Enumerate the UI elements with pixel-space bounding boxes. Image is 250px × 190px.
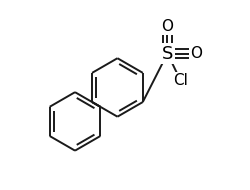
Text: Cl: Cl (173, 73, 188, 88)
Text: O: O (162, 19, 173, 34)
Text: O: O (190, 46, 202, 61)
Text: S: S (162, 44, 173, 63)
